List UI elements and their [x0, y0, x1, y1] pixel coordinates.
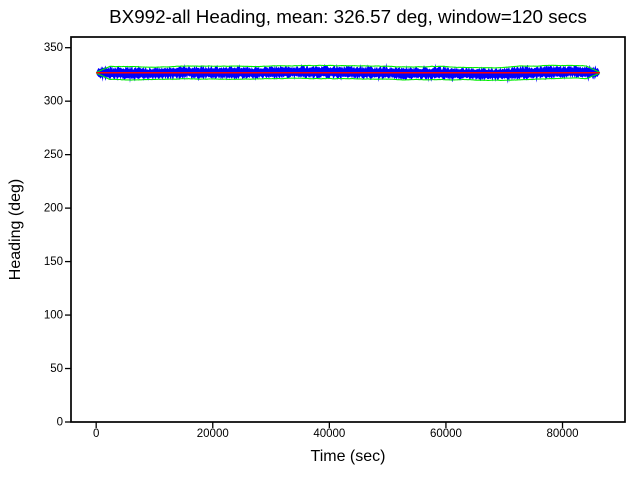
svg-text:250: 250	[44, 149, 63, 161]
svg-text:Heading (deg): Heading (deg)	[7, 179, 24, 280]
svg-text:0: 0	[57, 417, 63, 429]
svg-text:20000: 20000	[197, 428, 229, 440]
svg-text:80000: 80000	[547, 428, 579, 440]
svg-text:100: 100	[44, 310, 63, 322]
svg-text:60000: 60000	[430, 428, 462, 440]
svg-text:350: 350	[44, 42, 63, 54]
svg-text:200: 200	[44, 203, 63, 215]
svg-text:50: 50	[50, 363, 63, 375]
svg-text:BX992-all Heading, mean: 326.5: BX992-all Heading, mean: 326.57 deg, win…	[109, 6, 587, 27]
svg-text:150: 150	[44, 256, 63, 268]
svg-text:40000: 40000	[313, 428, 345, 440]
svg-text:300: 300	[44, 96, 63, 108]
svg-text:Time (sec): Time (sec)	[311, 448, 386, 465]
svg-text:0: 0	[93, 428, 99, 440]
